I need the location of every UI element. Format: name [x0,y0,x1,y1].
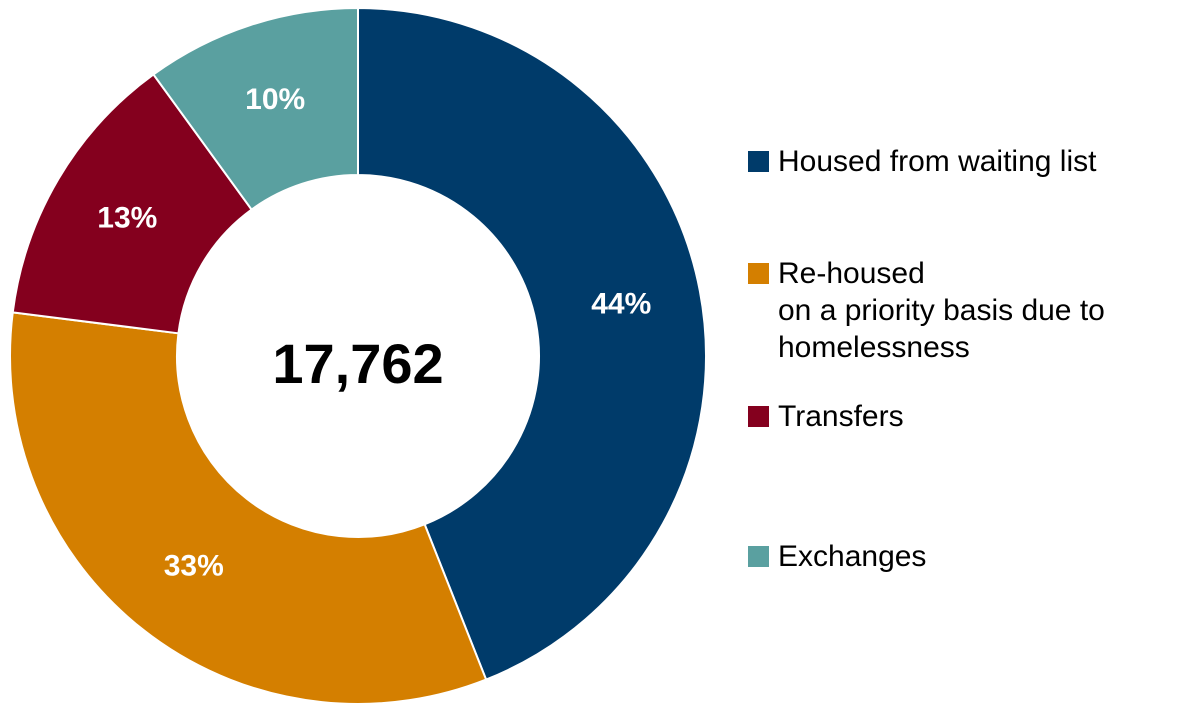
legend-swatch [748,546,769,567]
legend-item: Transfers [748,398,1178,435]
value-label: 13% [97,201,157,234]
legend-label: Re-housed on a priority basis due to hom… [778,257,1105,364]
legend-swatch [748,151,769,172]
legend-label: Housed from waiting list [778,145,1097,178]
center-label: 17,762 [272,332,443,395]
value-label: 33% [164,550,224,583]
legend-label: Exchanges [778,540,927,573]
legend-item: Exchanges [748,538,1178,575]
value-label: 10% [245,83,305,116]
value-label: 44% [591,288,651,321]
legend-swatch [748,263,769,284]
donut-segment [357,6,707,681]
donut-segment [152,6,359,211]
donut-segment [11,73,254,335]
donut-segment [9,311,488,705]
chart: 44% 33% 13% 10% 17,762 [9,6,707,705]
legend-swatch [748,406,769,427]
legend-item: Re-housed on a priority basis due to hom… [748,255,1178,366]
legend-item: Housed from waiting list [748,143,1178,180]
legend-label: Transfers [778,400,904,433]
